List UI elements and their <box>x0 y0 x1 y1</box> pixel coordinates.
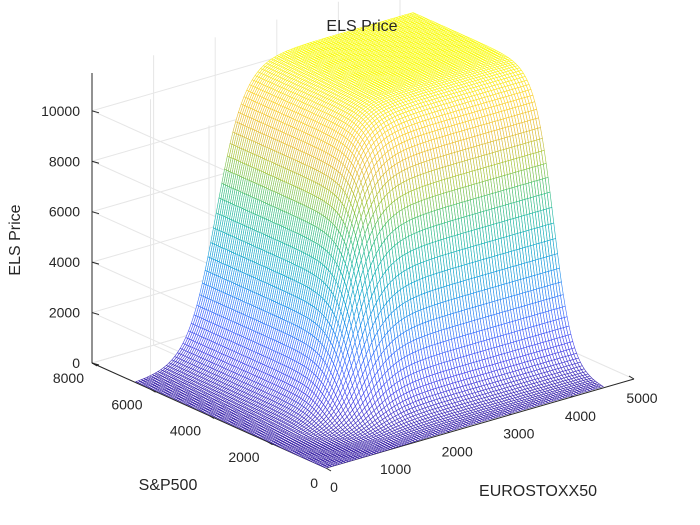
y-tick <box>150 388 156 393</box>
z-tick <box>91 261 100 265</box>
z-tick <box>91 211 100 215</box>
y-tick <box>267 441 273 446</box>
y-tick <box>208 415 215 419</box>
y-tick <box>325 467 332 472</box>
z-tick <box>91 312 100 316</box>
y-tick <box>91 362 98 367</box>
surface-mesh <box>135 12 604 469</box>
z-tick <box>91 110 100 114</box>
x-tick <box>628 375 635 380</box>
z-tick <box>91 160 100 164</box>
